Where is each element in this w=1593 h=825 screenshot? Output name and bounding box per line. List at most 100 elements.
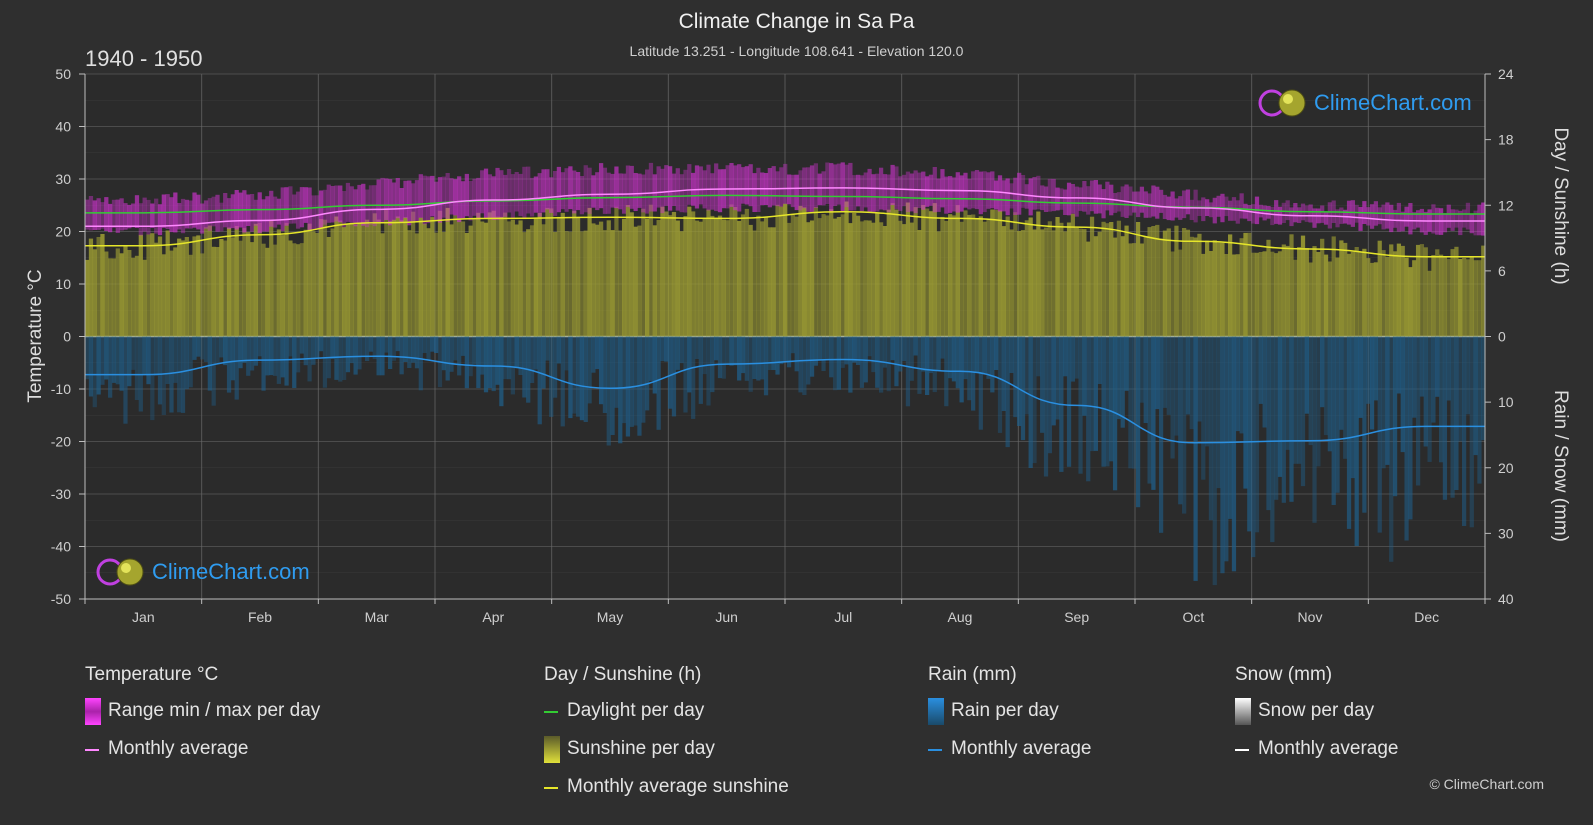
rain-day-bar [1381,336,1386,469]
rain-day-bar [917,336,922,394]
temp-range-day-bar [127,204,132,229]
temp-range-day-bar [161,194,166,228]
temp-range-day-bar [633,173,638,211]
sunshine-day-bar [698,221,703,337]
temp-range-day-bar [756,167,761,212]
temp-range-day-bar [591,175,596,208]
legend-label: Rain per day [951,700,1059,721]
rain-day-bar [763,336,769,396]
temp-range-day-bar [552,171,558,216]
temp-range-day-bar [1059,188,1064,210]
rain-day-bar [230,336,235,381]
rain-day-bar [418,336,423,391]
sunshine-day-bar [134,255,140,337]
rain-day-bar [1089,336,1095,452]
temp-range-day-bar [1024,184,1029,209]
y-tick-label-right-rain: 30 [1498,525,1514,541]
temp-range-day-bar [414,180,420,221]
rain-day-bar [556,336,562,364]
sunshine-day-bar [737,221,742,337]
rain-day-bar [457,336,462,376]
rain-day-bar [399,336,404,375]
temperature-avg-line [85,187,1485,228]
sunshine-day-bar [560,212,565,337]
sunshine-day-bar [986,218,991,337]
sunshine-day-bar [468,225,473,337]
temp-range-day-bar [407,180,412,226]
sunshine-day-bar [664,211,669,337]
temp-range-day-bar [1135,191,1141,218]
temp-range-day-bar [138,203,143,236]
temp-range-day-bar [940,169,945,208]
sunshine-day-bar [238,240,243,337]
temp-range-day-bar [1189,199,1194,220]
temp-range-day-bar [1212,197,1217,224]
temp-range-day-bar [261,199,266,232]
rain-day-bar [691,336,696,419]
sunshine-day-bar [526,229,531,337]
sunshine-day-bar [318,219,324,337]
rain-day-bar [249,336,255,371]
rain-day-bar [821,336,826,371]
rain-day-bar [986,336,991,379]
sunshine-day-bar [388,220,393,337]
y-tick-label-left: -10 [51,381,71,397]
sunshine-day-bar [714,218,719,337]
rain-day-bar [261,336,266,391]
sunshine-day-bar [556,216,562,337]
temp-range-day-bar [514,172,519,212]
sunshine-day-bar [1262,251,1267,337]
rain-day-bar [1339,336,1344,430]
temp-range-day-bar [365,189,370,228]
temp-range-day-bar [1040,185,1045,211]
temp-range-day-bar [1139,186,1145,213]
rain-day-bar [633,336,638,426]
legend-temperature-title: Temperature °C [85,664,219,685]
temp-range-day-bar [395,178,400,219]
sunshine-day-bar [917,230,922,337]
rain-day-bar [798,336,803,393]
sunshine-day-bar [1009,229,1014,337]
rain-day-bar [1277,336,1283,477]
sunshine-day-bar [786,222,792,337]
temp-range-day-bar [1431,204,1436,234]
y-tick-label-left: 10 [55,276,71,292]
temp-range-day-bar [1481,202,1486,236]
temp-range-day-bar [330,186,335,223]
temp-range-day-bar [1258,204,1263,218]
sunshine-day-bar [414,233,420,337]
y-tick-label-right-rain: 20 [1498,460,1514,476]
rain-day-bar [1442,336,1448,500]
sunshine-day-bar [330,228,335,337]
rain-day-bar [1458,336,1463,442]
rain-day-bar [1481,336,1486,441]
rain-day-bar [349,336,354,364]
temp-range-day-bar [1228,200,1233,221]
rain-day-bar [226,336,232,393]
temp-range-day-bar [1063,189,1068,215]
rain-day-bar [614,336,619,408]
rain-day-bar [384,336,389,353]
sunshine-day-bar [422,223,427,337]
y-tick-label-right-hours: 0 [1498,329,1506,345]
sunshine-day-bar [464,233,469,337]
temp-range-day-bar [1454,209,1459,228]
sunshine-day-bar [495,216,500,337]
rain-day-bar [1231,336,1237,572]
sunshine-day-bar [706,209,711,337]
sunshine-day-bar [399,219,404,337]
sunshine-day-bar [595,224,600,337]
rain-day-bar [721,336,726,379]
sunshine-day-bar [1346,253,1352,337]
sunshine-day-bar [771,227,776,337]
temp-range-day-bar [1458,210,1463,236]
rain-day-bar [1020,336,1026,441]
rain-day-bar [292,336,297,388]
temp-range-day-bar [380,177,385,223]
temp-range-day-bar [272,196,278,228]
sunshine-day-bar [798,205,803,337]
rain-day-bar [568,336,573,419]
sunshine-day-bar [767,227,772,337]
sunshine-day-bar [249,242,255,337]
rain-day-bar [948,336,953,379]
